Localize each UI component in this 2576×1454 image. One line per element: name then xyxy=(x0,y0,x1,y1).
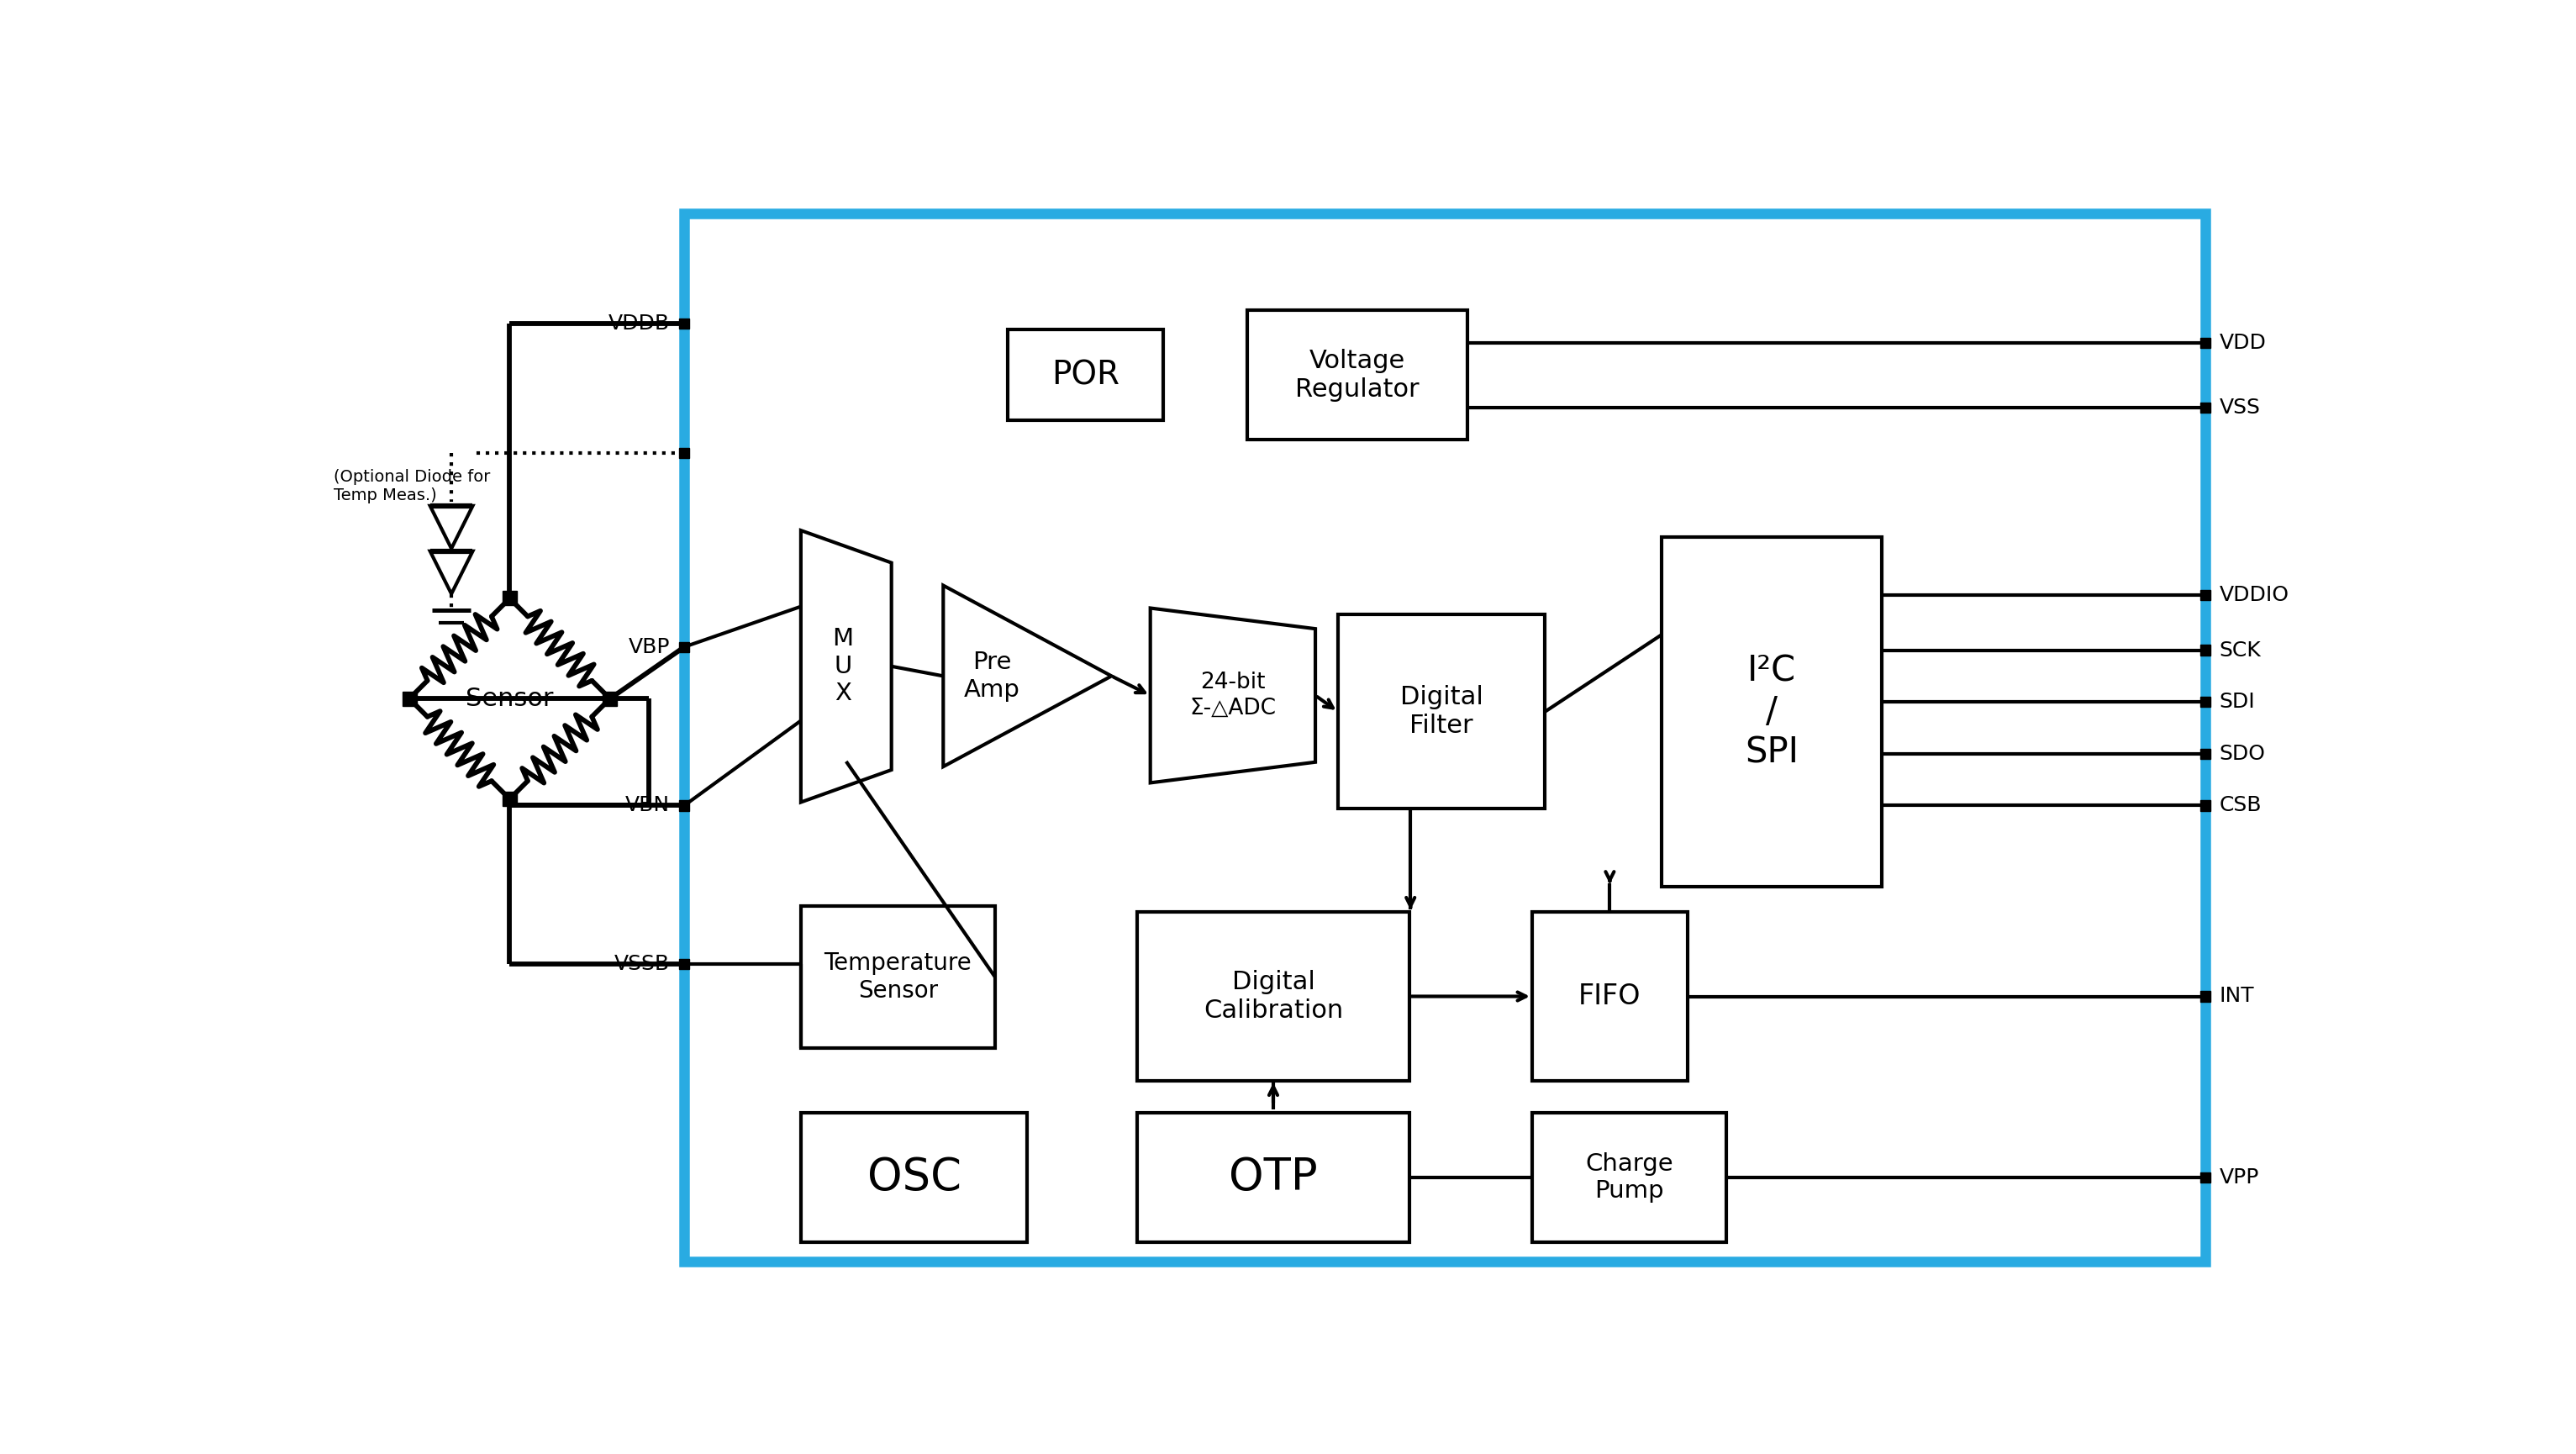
FancyBboxPatch shape xyxy=(801,906,994,1048)
Text: VBP: VBP xyxy=(629,637,670,657)
FancyBboxPatch shape xyxy=(1662,537,1880,887)
Text: Sensor: Sensor xyxy=(466,686,554,711)
Bar xyxy=(680,800,690,811)
FancyBboxPatch shape xyxy=(685,214,2205,1262)
Text: 24-bit
Σ-△ADC: 24-bit Σ-△ADC xyxy=(1190,672,1275,718)
Bar xyxy=(2200,646,2210,656)
Text: CSB: CSB xyxy=(2221,795,2262,816)
Text: VSS: VSS xyxy=(2221,397,2262,417)
Bar xyxy=(680,318,690,329)
Text: POR: POR xyxy=(1051,359,1121,391)
FancyBboxPatch shape xyxy=(1007,330,1164,420)
Text: SDI: SDI xyxy=(2221,692,2257,712)
Polygon shape xyxy=(1151,608,1316,782)
FancyBboxPatch shape xyxy=(1337,615,1546,808)
Text: INT: INT xyxy=(2221,986,2254,1006)
Bar xyxy=(603,692,618,705)
Bar xyxy=(2200,403,2210,413)
Text: VDDIO: VDDIO xyxy=(2221,585,2290,605)
Bar xyxy=(402,692,417,705)
Text: Voltage
Regulator: Voltage Regulator xyxy=(1296,349,1419,401)
Text: OSC: OSC xyxy=(868,1156,961,1200)
Text: (Optional Diode for
Temp Meas.): (Optional Diode for Temp Meas.) xyxy=(335,470,489,503)
FancyBboxPatch shape xyxy=(801,1112,1028,1242)
Bar xyxy=(2200,992,2210,1002)
Bar xyxy=(502,592,518,605)
Text: VDD: VDD xyxy=(2221,333,2267,353)
Text: SCK: SCK xyxy=(2221,640,2262,660)
FancyBboxPatch shape xyxy=(1139,912,1409,1080)
Text: I²C
/
SPI: I²C / SPI xyxy=(1744,653,1798,771)
FancyBboxPatch shape xyxy=(1533,912,1687,1080)
Text: SDO: SDO xyxy=(2221,743,2264,763)
Text: VSSB: VSSB xyxy=(616,954,670,974)
Polygon shape xyxy=(430,551,474,593)
Bar xyxy=(2200,590,2210,601)
Text: Temperature
Sensor: Temperature Sensor xyxy=(824,951,971,1002)
Text: VDDB: VDDB xyxy=(608,313,670,333)
Text: Digital
Filter: Digital Filter xyxy=(1399,685,1484,739)
Polygon shape xyxy=(943,586,1110,766)
Bar xyxy=(502,792,518,806)
Text: Digital
Calibration: Digital Calibration xyxy=(1203,970,1342,1022)
Text: VPP: VPP xyxy=(2221,1168,2259,1188)
Bar xyxy=(2200,749,2210,759)
Bar xyxy=(680,641,690,651)
Text: M
U
X: M U X xyxy=(832,627,853,705)
Text: Pre
Amp: Pre Amp xyxy=(963,650,1020,701)
FancyBboxPatch shape xyxy=(1247,310,1468,439)
Bar xyxy=(2200,337,2210,348)
Text: OTP: OTP xyxy=(1229,1156,1319,1200)
Bar xyxy=(2200,1172,2210,1182)
Text: Charge
Pump: Charge Pump xyxy=(1584,1152,1674,1202)
Text: VBN: VBN xyxy=(626,795,670,816)
Polygon shape xyxy=(801,531,891,803)
Bar xyxy=(680,448,690,458)
FancyBboxPatch shape xyxy=(1533,1112,1726,1242)
FancyBboxPatch shape xyxy=(1139,1112,1409,1242)
Polygon shape xyxy=(430,506,474,548)
Text: FIFO: FIFO xyxy=(1579,983,1641,1011)
Bar xyxy=(2200,696,2210,707)
Bar xyxy=(680,958,690,970)
Bar xyxy=(2200,800,2210,811)
